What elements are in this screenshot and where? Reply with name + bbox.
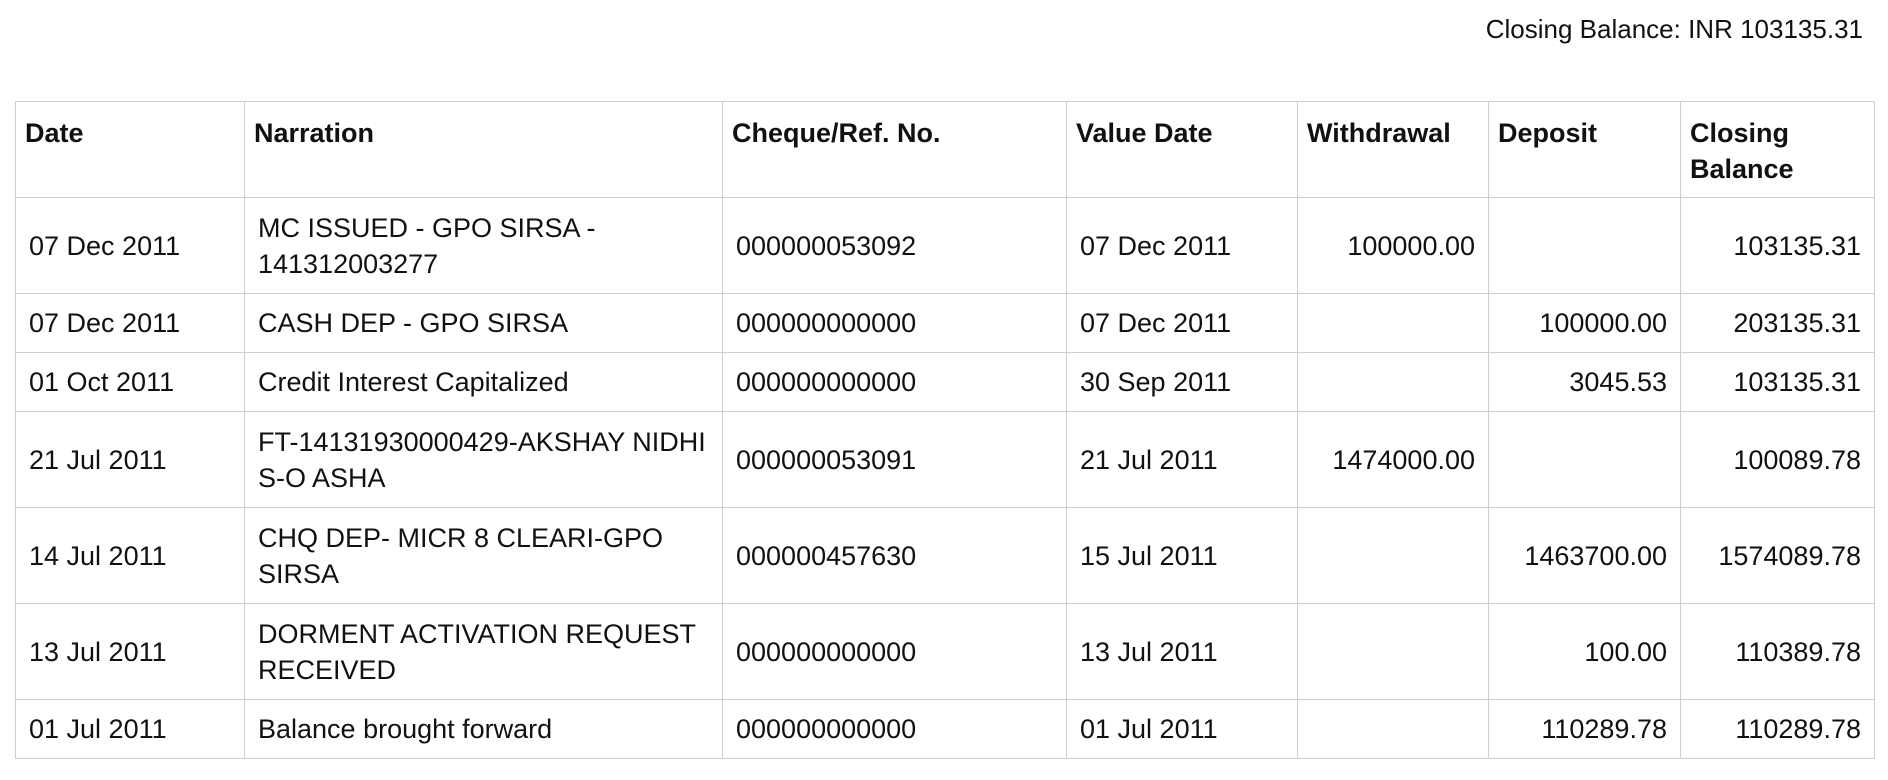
- cell-value-date: 01 Jul 2011: [1066, 699, 1298, 759]
- statement-table-header: Date Narration Cheque/Ref. No. Value Dat…: [15, 101, 1875, 198]
- cell-cheque-ref-no: 000000000000: [722, 699, 1067, 759]
- cell-deposit: 1463700.00: [1488, 507, 1681, 604]
- header-withdrawal: Withdrawal: [1297, 101, 1489, 198]
- cell-narration: DORMENT ACTIVATION REQUEST RECEIVED: [244, 603, 723, 700]
- cell-value-date: 21 Jul 2011: [1066, 411, 1298, 508]
- header-closing-balance: Closing Balance: [1680, 101, 1875, 198]
- cell-deposit: 100000.00: [1488, 293, 1681, 353]
- cell-narration: Balance brought forward: [244, 699, 723, 759]
- cell-value-date: 15 Jul 2011: [1066, 507, 1298, 604]
- cell-date: 01 Jul 2011: [15, 699, 245, 759]
- cell-deposit: 3045.53: [1488, 352, 1681, 412]
- cell-date: 01 Oct 2011: [15, 352, 245, 412]
- cell-withdrawal: [1297, 507, 1489, 604]
- header-date: Date: [15, 101, 245, 198]
- cell-cheque-ref-no: 000000053092: [722, 197, 1067, 294]
- cell-narration: MC ISSUED - GPO SIRSA - 141312003277: [244, 197, 723, 294]
- cell-closing-balance: 103135.31: [1680, 352, 1875, 412]
- header-value-date: Value Date: [1066, 101, 1298, 198]
- table-row: 14 Jul 2011 CHQ DEP- MICR 8 CLEARI-GPO S…: [15, 507, 1875, 604]
- cell-value-date: 07 Dec 2011: [1066, 197, 1298, 294]
- cell-closing-balance: 100089.78: [1680, 411, 1875, 508]
- closing-balance-summary: Closing Balance: INR 103135.31: [1485, 14, 1863, 44]
- cell-date: 21 Jul 2011: [15, 411, 245, 508]
- header-row: Date Narration Cheque/Ref. No. Value Dat…: [15, 101, 1875, 198]
- cell-value-date: 07 Dec 2011: [1066, 293, 1298, 353]
- cell-narration: FT-14131930000429-AKSHAY NIDHI S-O ASHA: [244, 411, 723, 508]
- table-row: 07 Dec 2011 MC ISSUED - GPO SIRSA - 1413…: [15, 197, 1875, 294]
- cell-deposit: [1488, 197, 1681, 294]
- cell-cheque-ref-no: 000000000000: [722, 352, 1067, 412]
- header-deposit: Deposit: [1488, 101, 1681, 198]
- cell-narration: CHQ DEP- MICR 8 CLEARI-GPO SIRSA: [244, 507, 723, 604]
- cell-date: 14 Jul 2011: [15, 507, 245, 604]
- table-row: 13 Jul 2011 DORMENT ACTIVATION REQUEST R…: [15, 603, 1875, 700]
- table-row: 01 Jul 2011 Balance brought forward 0000…: [15, 699, 1875, 759]
- cell-value-date: 30 Sep 2011: [1066, 352, 1298, 412]
- header-narration: Narration: [244, 101, 723, 198]
- cell-deposit: 100.00: [1488, 603, 1681, 700]
- cell-withdrawal: [1297, 699, 1489, 759]
- table-row: 21 Jul 2011 FT-14131930000429-AKSHAY NID…: [15, 411, 1875, 508]
- cell-cheque-ref-no: 000000457630: [722, 507, 1067, 604]
- cell-withdrawal: 1474000.00: [1297, 411, 1489, 508]
- cell-date: 07 Dec 2011: [15, 293, 245, 353]
- cell-cheque-ref-no: 000000000000: [722, 293, 1067, 353]
- cell-deposit: [1488, 411, 1681, 508]
- cell-cheque-ref-no: 000000000000: [722, 603, 1067, 700]
- cell-closing-balance: 1574089.78: [1680, 507, 1875, 604]
- cell-deposit: 110289.78: [1488, 699, 1681, 759]
- cell-date: 07 Dec 2011: [15, 197, 245, 294]
- cell-value-date: 13 Jul 2011: [1066, 603, 1298, 700]
- cell-closing-balance: 203135.31: [1680, 293, 1875, 353]
- statement-table: Date Narration Cheque/Ref. No. Value Dat…: [15, 101, 1875, 759]
- cell-withdrawal: [1297, 603, 1489, 700]
- cell-withdrawal: [1297, 352, 1489, 412]
- cell-cheque-ref-no: 000000053091: [722, 411, 1067, 508]
- cell-withdrawal: 100000.00: [1297, 197, 1489, 294]
- cell-narration: Credit Interest Capitalized: [244, 352, 723, 412]
- cell-closing-balance: 110289.78: [1680, 699, 1875, 759]
- table-row: 01 Oct 2011 Credit Interest Capitalized …: [15, 352, 1875, 412]
- header-cheque-ref-no: Cheque/Ref. No.: [722, 101, 1067, 198]
- cell-closing-balance: 103135.31: [1680, 197, 1875, 294]
- cell-date: 13 Jul 2011: [15, 603, 245, 700]
- cell-withdrawal: [1297, 293, 1489, 353]
- statement-table-body: 07 Dec 2011 MC ISSUED - GPO SIRSA - 1413…: [15, 197, 1875, 759]
- cell-narration: CASH DEP - GPO SIRSA: [244, 293, 723, 353]
- table-row: 07 Dec 2011 CASH DEP - GPO SIRSA 0000000…: [15, 293, 1875, 353]
- cell-closing-balance: 110389.78: [1680, 603, 1875, 700]
